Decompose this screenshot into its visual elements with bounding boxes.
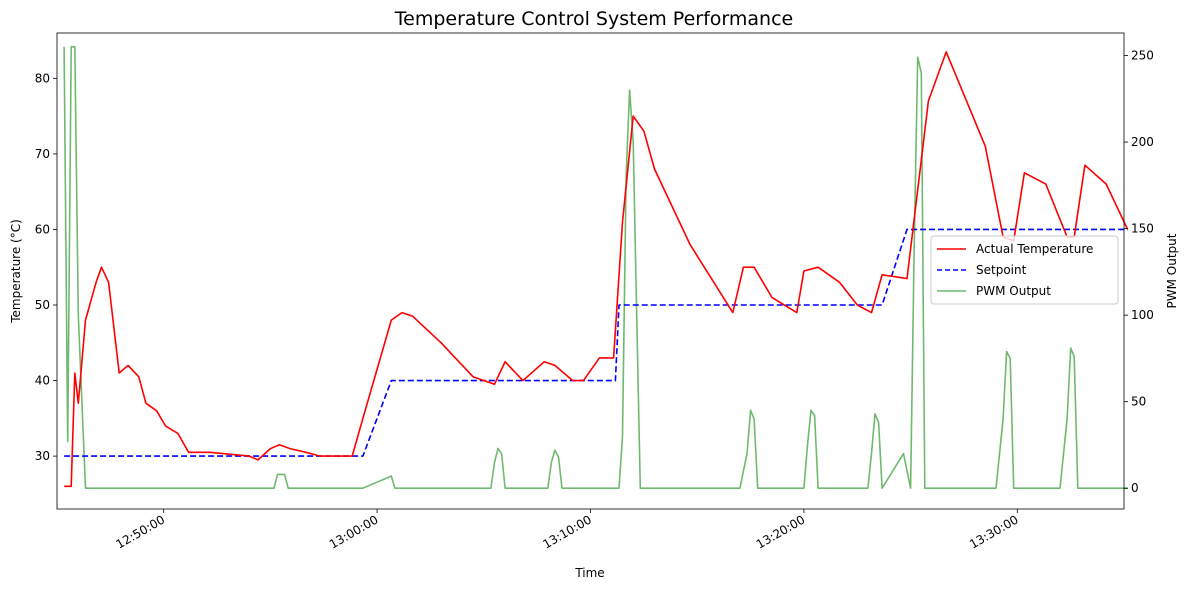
y-right-tick-label: 0 (1131, 481, 1139, 495)
series-line-pwm-output (63, 45, 1128, 490)
y-left-tick-label: 40 (35, 374, 50, 388)
y-axis-right: 0 50 100 150 200 250 (1124, 49, 1154, 495)
y-left-tick-label: 50 (35, 298, 50, 312)
y-left-tick-label: 60 (35, 222, 50, 236)
plot-lines (63, 45, 1129, 490)
y-right-tick-label: 150 (1131, 222, 1154, 236)
y-axis-right-label: PWM Output (1165, 233, 1179, 308)
chart-title: Temperature Control System Performance (394, 8, 793, 30)
series-line-setpoint (64, 228, 1128, 457)
series-line-actual-temperature (64, 51, 1129, 488)
y-axis-left-label: Temperature (°C) (9, 219, 23, 324)
y-right-tick-label: 50 (1131, 395, 1146, 409)
y-right-tick-label: 200 (1131, 135, 1154, 149)
y-left-tick-label: 70 (35, 147, 50, 161)
y-left-tick-label: 80 (35, 71, 50, 85)
legend: Actual Temperature Setpoint PWM Output (930, 235, 1119, 305)
y-right-tick-label: 250 (1131, 49, 1154, 63)
y-left-tick-label: 30 (35, 449, 50, 463)
legend-box (930, 235, 1119, 305)
legend-label-actual-temperature: Actual Temperature (976, 242, 1093, 256)
legend-label-setpoint: Setpoint (976, 263, 1027, 277)
y-axis-left: 30 40 50 60 70 80 (35, 71, 57, 463)
y-right-tick-label: 100 (1131, 308, 1154, 322)
x-axis-label: Time (574, 566, 604, 580)
legend-label-pwm-output: PWM Output (976, 284, 1051, 298)
